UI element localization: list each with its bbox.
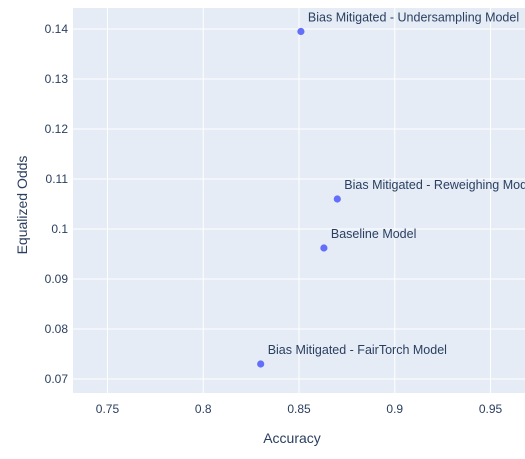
y-tick-label: 0.12 xyxy=(45,122,69,136)
x-tick-label: 0.9 xyxy=(386,402,403,416)
y-tick-label: 0.11 xyxy=(46,172,69,186)
x-tick-label: 0.85 xyxy=(287,402,311,416)
y-tick-label: 0.08 xyxy=(45,322,69,336)
x-axis-title: Accuracy xyxy=(263,430,321,446)
data-point[interactable] xyxy=(333,195,341,203)
data-point[interactable] xyxy=(257,360,265,368)
y-tick-label: 0.09 xyxy=(45,272,69,286)
data-point[interactable] xyxy=(297,27,305,36)
y-tick-label: 0.14 xyxy=(45,22,69,36)
y-axis-title: Equalized Odds xyxy=(14,156,30,255)
x-tick-label: 0.95 xyxy=(479,402,503,416)
y-tick-label: 0.13 xyxy=(45,72,69,86)
x-tick-label: 0.75 xyxy=(96,402,120,416)
y-tick-label: 0.1 xyxy=(51,222,68,236)
point-label: Bias Mitigated - FairTorch Model xyxy=(268,343,447,357)
point-label: Baseline Model xyxy=(331,227,416,241)
point-label: Bias Mitigated - Reweighing Model xyxy=(344,178,525,192)
x-tick-label: 0.8 xyxy=(195,402,212,416)
tick-layer: 0.75 0.8 0.85 0.9 0.95 0.07 0.08 0.09 0.1 0.11 0.1… xyxy=(45,22,503,416)
data-point[interactable] xyxy=(320,244,328,252)
y-tick-label: 0.07 xyxy=(45,372,69,386)
grid-layer xyxy=(73,8,525,393)
data-layer: Bias Mitigated - Undersampling Model Bias… xyxy=(257,11,525,368)
point-label: Bias Mitigated - Undersampling Model xyxy=(308,11,519,25)
